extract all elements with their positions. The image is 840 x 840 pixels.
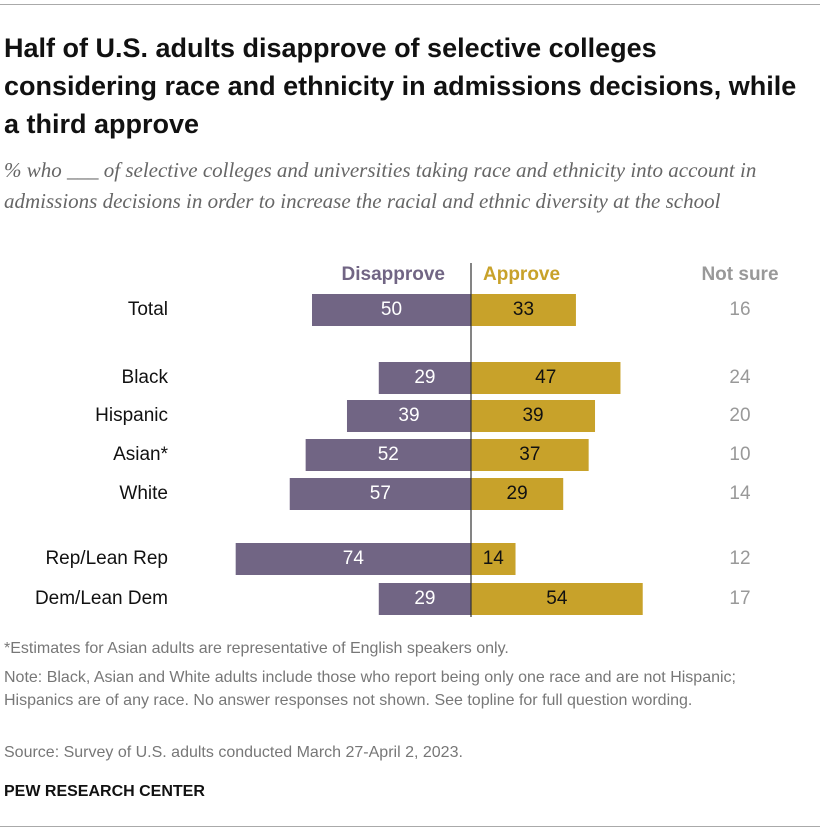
not-sure-value: 10 (729, 444, 750, 465)
not-sure-value: 16 (729, 299, 750, 320)
chart: Disapprove Approve Not sure Total 50 33 16 Blac… (35, 263, 779, 617)
value-label: 14 (483, 548, 505, 569)
category-label: Asian* (113, 444, 169, 465)
bar-disapprove (312, 294, 471, 326)
legend-disapprove: Disapprove (342, 264, 445, 285)
legend-not-sure: Not sure (701, 264, 778, 285)
bar-disapprove (305, 439, 471, 471)
bar-disapprove (378, 362, 471, 394)
bar-approve (471, 362, 621, 394)
value-label: 57 (370, 483, 391, 504)
not-sure-value: 20 (729, 405, 750, 426)
value-label: 33 (513, 299, 534, 320)
category-label: Dem/Lean Dem (35, 588, 168, 609)
value-label: 39 (522, 405, 543, 426)
value-label: 37 (519, 444, 540, 465)
not-sure-value: 17 (729, 588, 750, 609)
value-label: 47 (535, 367, 556, 388)
value-label: 29 (414, 588, 435, 609)
bar-approve (471, 478, 564, 510)
source: Source: Survey of U.S. adults conducted … (4, 744, 463, 761)
value-label: 50 (381, 299, 402, 320)
chart-title: Half of U.S. adults disapprove of select… (4, 33, 797, 139)
bar-approve (471, 294, 576, 326)
value-label: 52 (378, 444, 399, 465)
bar-disapprove (378, 583, 471, 615)
category-label: White (119, 483, 168, 504)
bottom-rule (0, 826, 820, 827)
credit: PEW RESEARCH CENTER (4, 783, 205, 800)
not-sure-value: 24 (729, 367, 751, 388)
not-sure-value: 14 (729, 483, 751, 504)
footnote: *Estimates for Asian adults are represen… (4, 640, 509, 657)
category-label: Black (122, 367, 169, 388)
note: Note: Black, Asian and White adults incl… (4, 669, 736, 709)
value-label: 29 (507, 483, 528, 504)
category-label: Total (128, 299, 168, 320)
top-rule (0, 4, 820, 5)
bar-disapprove (346, 400, 471, 432)
bar-approve (471, 439, 589, 471)
chart-subtitle: % who ___ of selective colleges and univ… (4, 158, 757, 213)
category-label: Rep/Lean Rep (45, 548, 168, 569)
value-label: 39 (398, 405, 419, 426)
value-label: 74 (343, 548, 365, 569)
bar-approve (471, 583, 643, 615)
not-sure-value: 12 (729, 548, 750, 569)
legend-approve: Approve (483, 264, 560, 285)
bar-approve (471, 543, 516, 575)
bar-disapprove (289, 478, 471, 510)
category-label: Hispanic (95, 405, 168, 426)
value-label: 54 (546, 588, 568, 609)
value-label: 29 (414, 367, 435, 388)
bar-disapprove (235, 543, 471, 575)
bar-approve (471, 400, 596, 432)
